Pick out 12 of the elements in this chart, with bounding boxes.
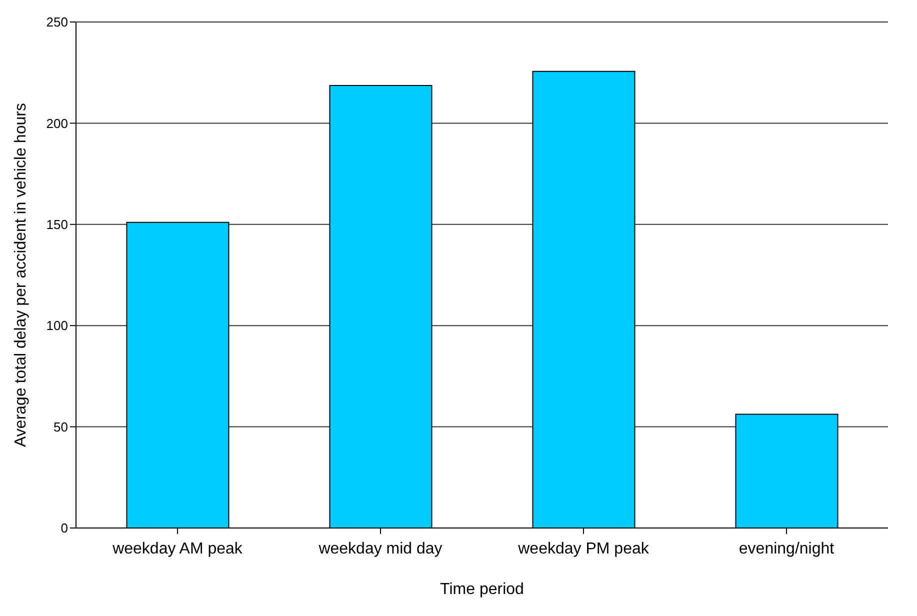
y-tick-label: 250 (46, 14, 68, 30)
x-tick-label: weekday AM peak (112, 540, 244, 558)
y-tick-label: 200 (46, 116, 68, 131)
y-tick-label: 150 (46, 217, 68, 232)
x-tick-label: weekday PM peak (517, 540, 650, 558)
y-tick-label: 100 (46, 318, 68, 334)
y-axis-title: Average total delay per accident in vehicle hours (12, 103, 30, 447)
x-tick-label: evening/night (738, 540, 835, 558)
y-tick-label: 50 (54, 419, 68, 434)
x-axis-title: Time period (440, 581, 524, 598)
y-tick-label: 0 (60, 520, 68, 536)
x-tick-label: weekday mid day (318, 540, 442, 558)
